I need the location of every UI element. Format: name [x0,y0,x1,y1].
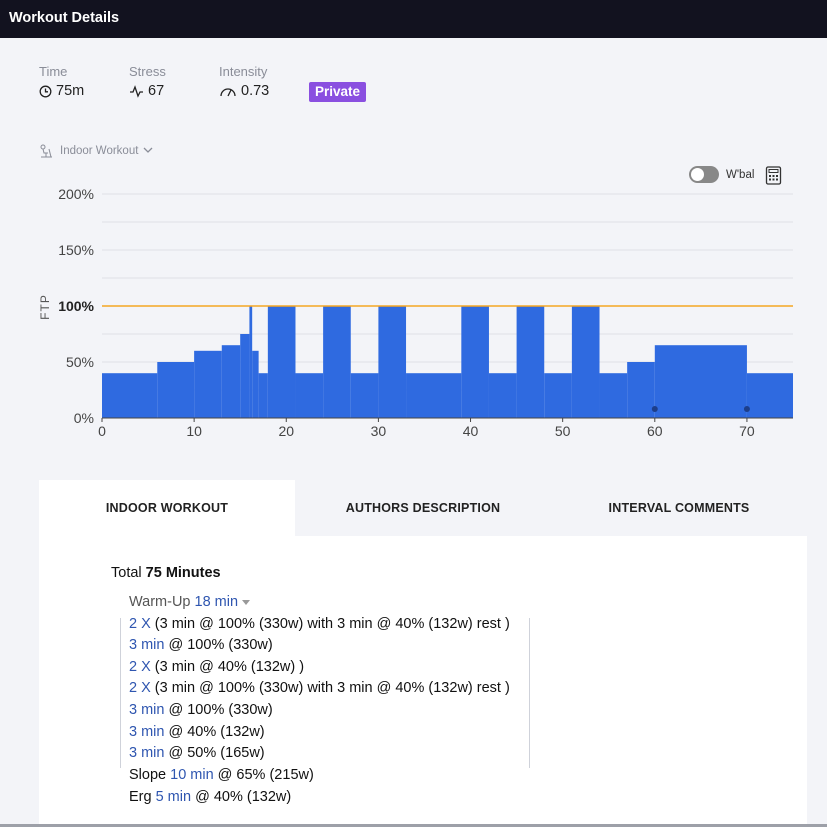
gauge-icon [220,87,236,96]
workout-type-label: Indoor Workout [60,144,139,157]
pulse-icon [130,84,143,98]
warmup-duration: 18 min [194,594,239,610]
x-tick-label: 70 [739,423,755,439]
chart-bar [350,373,379,418]
workout-chart: 0% 50% 100% 150% 200% 0 10 20 30 40 50 60 70 FTP [38,186,793,439]
list-item: Erg 5 min @ 40% (132w) [129,789,292,805]
y-tick-label: 150% [58,242,94,258]
y-tick-label: 100% [58,298,94,314]
chart-bar [654,345,747,418]
chart-bar [406,373,462,418]
warmup-label: Warm-Up [129,594,191,610]
group-divider [120,618,121,768]
chart-bar [267,306,296,418]
bottom-border [0,824,827,827]
x-tick-label: 30 [371,423,387,439]
metric-stress-value: 67 [148,83,165,99]
total-duration: Total 75 Minutes [111,565,221,581]
metric-time: Time 75m [39,64,84,99]
caret-down-icon [242,599,251,605]
chart-bar [194,350,222,418]
metric-stress-label: Stress [129,64,166,79]
chart-bar [746,373,793,418]
x-tick-label: 20 [278,423,294,439]
list-item: Slope 10 min @ 65% (215w) [129,767,314,783]
chart-bar [544,373,572,418]
x-tick-label: 50 [555,423,571,439]
chart-bar [571,306,600,418]
metric-time-value: 75m [56,83,85,99]
tab-bar: INDOOR WORKOUT AUTHORS DESCRIPTION INTER… [39,480,807,536]
chart-bar [323,306,351,418]
clock-icon [39,85,52,97]
tab-indoor-workout[interactable]: INDOOR WORKOUT [39,480,295,536]
list-item: 3 min @ 100% (330w) [129,702,273,718]
list-item: 3 min @ 50% (165w) [129,745,265,761]
metric-time-label: Time [39,64,68,79]
wbal-toggle[interactable] [689,166,719,183]
lap-marker [651,406,658,412]
lap-marker [743,406,750,412]
chart-bar [295,373,324,418]
group-divider-right [529,618,530,768]
privacy-badge: Private [309,82,367,102]
list-item: 3 min @ 100% (330w) [129,637,273,653]
list-item: 2 X (3 min @ 100% (330w) with 3 min @ 40… [129,616,510,632]
tab-authors-description[interactable]: AUTHORS DESCRIPTION [345,501,501,515]
page-title: Workout Details [9,10,120,26]
list-item: 2 X (3 min @ 100% (330w) with 3 min @ 40… [129,680,510,696]
chart-bar [157,362,195,418]
top-bar: Workout Details [0,0,827,38]
x-tick-label: 40 [463,423,479,439]
total-value: 75 Minutes [145,565,221,581]
x-tick-label: 0 [98,423,106,439]
chart-bar [627,362,655,418]
chart-bar [240,334,250,418]
x-tick-label: 10 [186,423,202,439]
chart-bar [599,373,628,418]
wbal-label: W'bal [726,168,755,181]
warmup-step[interactable]: Warm-Up 18 min [129,594,251,610]
y-axis-label: FTP [38,294,52,320]
metric-intensity-value: 0.73 [241,83,270,99]
metric-stress: Stress 67 [129,64,166,99]
chart-bar [378,306,407,418]
chart-bar [461,306,489,418]
workout-type-dropdown[interactable]: Indoor Workout [38,143,153,158]
x-tick-label: 60 [647,423,663,439]
wbal-control: W'bal [689,166,754,183]
y-tick-label: 200% [58,186,94,202]
y-tick-label: 50% [66,354,94,370]
chart-bar [249,306,253,418]
chart-bar [221,345,241,418]
total-prefix: Total [111,565,142,581]
chevron-down-icon [143,147,153,153]
chart-bar [488,373,517,418]
metric-intensity: Intensity 0.73 [219,64,269,99]
y-tick-label: 0% [74,410,94,426]
bike-trainer-icon [40,144,52,158]
calculator-icon[interactable] [765,166,782,185]
metric-intensity-label: Intensity [219,64,268,79]
workout-panel: Total 75 Minutes Warm-Up 18 min 2 X (3 m… [39,536,807,827]
chart-bar [102,373,158,418]
list-item: 3 min @ 40% (132w) [129,724,265,740]
tab-interval-comments[interactable]: INTERVAL COMMENTS [608,501,750,515]
chart-bar [252,350,259,418]
chart-bar [258,373,268,418]
list-item: 2 X (3 min @ 40% (132w) ) [129,659,305,675]
chart-bar [516,306,545,418]
